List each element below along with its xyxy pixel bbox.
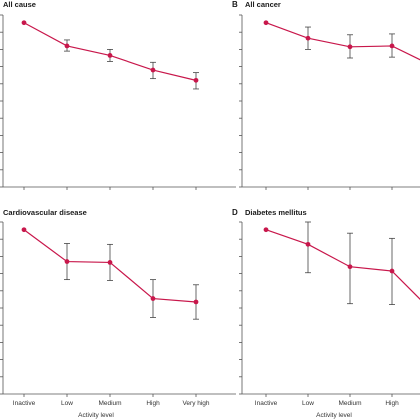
x-tick-label: Inactive (13, 400, 36, 407)
data-point (21, 227, 27, 233)
x-tick-label: Medium (338, 400, 361, 407)
data-point (263, 227, 269, 233)
data-point (107, 260, 113, 265)
panel-all-cause: All cause (0, 0, 236, 190)
data-point (389, 43, 395, 49)
panel-letter: D (232, 208, 238, 217)
data-point (193, 299, 199, 305)
data-point (107, 53, 113, 58)
data-point (263, 20, 269, 26)
x-axis-label: Activity level (316, 412, 352, 419)
data-point (150, 296, 156, 301)
series-line (265, 22, 420, 61)
panel-cardiovascular-disease: Cardiovascular disease Activity level In… (0, 208, 236, 419)
data-point (150, 67, 156, 73)
panel-title: All cancer (245, 0, 281, 9)
panel-diabetes-mellitus: D Diabetes mellitus Activity level Inact… (232, 208, 420, 419)
x-axis-label: Activity level (78, 412, 114, 419)
data-point (64, 43, 70, 49)
x-tick-label: High (146, 400, 160, 407)
series-line (265, 229, 420, 300)
data-point (389, 268, 395, 274)
x-tick-label: Inactive (255, 400, 278, 407)
data-point (193, 77, 199, 83)
data-point (21, 20, 27, 26)
data-point (347, 264, 353, 270)
panel-all-cancer: B All cancer (232, 0, 420, 190)
panel-title: Cardiovascular disease (3, 208, 87, 217)
panel-title: All cause (3, 0, 36, 9)
panel-letter: B (232, 0, 238, 9)
x-tick-label: Low (302, 400, 314, 407)
data-point (305, 241, 311, 247)
data-point (305, 35, 311, 41)
x-tick-label: High (385, 400, 399, 407)
x-tick-label: Very high (182, 400, 209, 407)
x-tick-label: Medium (98, 400, 121, 407)
x-tick-label: Low (61, 400, 73, 407)
data-point (64, 259, 70, 264)
data-point (347, 44, 353, 50)
panel-title: Diabetes mellitus (245, 208, 307, 217)
